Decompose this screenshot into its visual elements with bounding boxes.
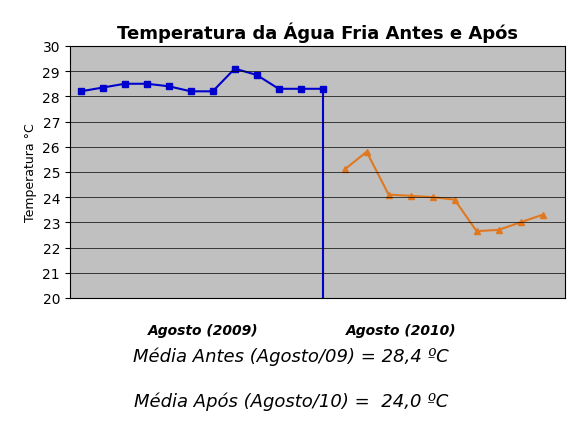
Y-axis label: Temperatura °C: Temperatura °C <box>24 123 37 222</box>
Title: Temperatura da Água Fria Antes e Após: Temperatura da Água Fria Antes e Após <box>116 22 518 43</box>
Text: Agosto (2009): Agosto (2009) <box>148 323 259 337</box>
Text: Média Após (Agosto/10) =  24,0 ºC: Média Após (Agosto/10) = 24,0 ºC <box>134 391 448 410</box>
Text: Média Antes (Agosto/09) = 28,4 ºC: Média Antes (Agosto/09) = 28,4 ºC <box>133 346 449 365</box>
Text: Agosto (2010): Agosto (2010) <box>346 323 457 337</box>
